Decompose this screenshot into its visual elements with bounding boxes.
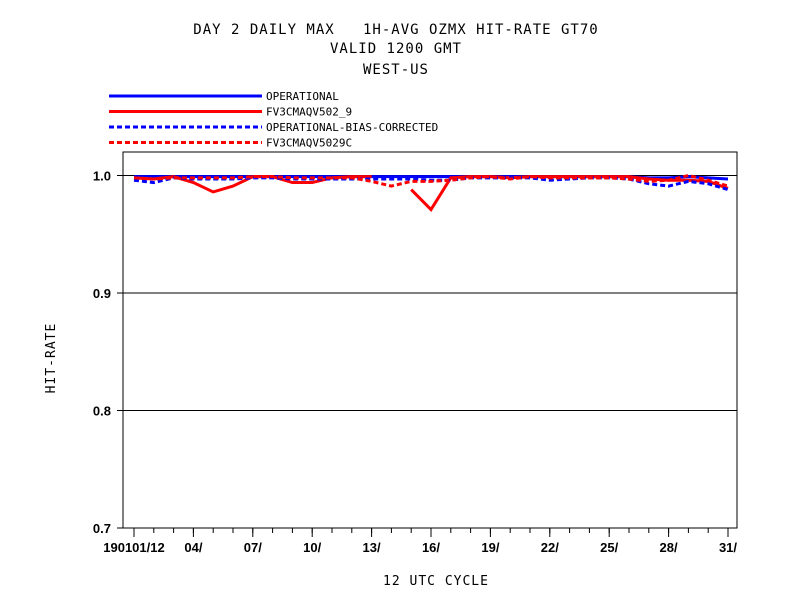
x-tick-label: 25/ [600, 540, 618, 555]
x-tick-label: 190101/12 [103, 540, 164, 555]
y-tick-label: 1.0 [93, 169, 111, 184]
legend: OPERATIONAL FV3CMAQV502_9 OPERATIONAL-BIAS… [109, 90, 438, 150]
legend-label: FV3CMAQV502_9 [266, 106, 352, 119]
x-tick-label: 19/ [481, 540, 499, 555]
series-line-4 [133, 173, 729, 188]
x-tick-label: 04/ [184, 540, 202, 555]
series-line-2 [410, 175, 729, 212]
chart-title-line-3: WEST-US [362, 62, 429, 78]
x-tick-label: 31/ [719, 540, 737, 555]
legend-label: OPERATIONAL-BIAS-CORRECTED [266, 121, 438, 134]
plot-frame [122, 151, 738, 529]
y-tick-label: 0.7 [93, 521, 111, 536]
legend-label: FV3CMAQV5029C [266, 137, 352, 150]
x-tick-label: 28/ [660, 540, 678, 555]
x-tick-label: 07/ [244, 540, 262, 555]
y-tick-label: 0.9 [93, 286, 111, 301]
x-axis-ticks: 190101/12 04/07/10/13/16/19/22/25/28/31/ [103, 528, 737, 555]
legend-label: OPERATIONAL [266, 90, 339, 103]
x-tick-label: 16/ [422, 540, 440, 555]
y-axis-label: HIT-RATE [44, 323, 59, 394]
chart-title-line-1: DAY 2 DAILY MAX 1H-AVG OZMX HIT-RATE GT7… [193, 22, 599, 38]
series-lines [133, 173, 729, 212]
x-tick-label: 22/ [541, 540, 559, 555]
gridlines [123, 175, 737, 411]
y-tick-label: 0.8 [93, 404, 111, 419]
x-tick-label: 13/ [363, 540, 381, 555]
chart-title-line-2: VALID 1200 GMT [329, 41, 462, 57]
x-tick-label: 10/ [303, 540, 321, 555]
x-axis-label: 12 UTC CYCLE [383, 574, 489, 589]
y-axis-ticks: 0.7 0.8 0.9 1.0 [93, 169, 123, 536]
